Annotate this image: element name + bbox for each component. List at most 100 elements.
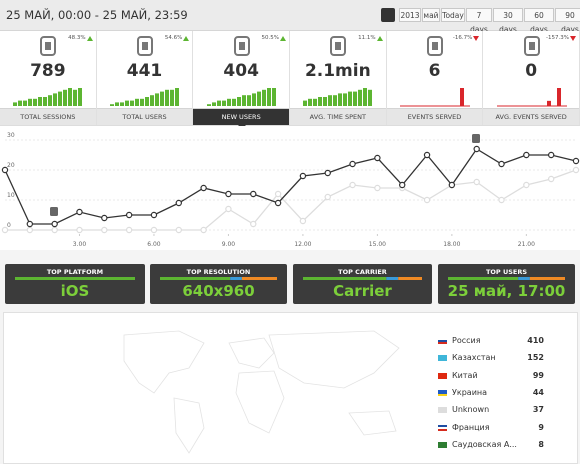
- mini-bar: [546, 100, 551, 106]
- metric-tile[interactable]: 11.1% 2.1min AVG. TIME SPENT: [290, 31, 387, 125]
- annotation-marker: [472, 134, 480, 143]
- flag-stripe: [438, 428, 447, 431]
- flag-stripe: [438, 407, 447, 410]
- top-card: TOP CARRIER Carrier: [293, 264, 432, 304]
- card-value: iOS: [60, 282, 90, 300]
- share-bar: [15, 277, 135, 280]
- country-flag: [438, 424, 447, 431]
- mini-bar: [58, 91, 63, 106]
- country-value: 44: [532, 387, 544, 397]
- mini-bar: [556, 88, 561, 106]
- share-segment: [241, 277, 277, 280]
- share-segment: [386, 277, 399, 280]
- range-button[interactable]: 7 days: [466, 8, 492, 34]
- flag-stripe: [438, 393, 447, 396]
- mini-bar-chart: [303, 88, 373, 106]
- mini-bar: [38, 97, 43, 106]
- mini-bar: [119, 102, 124, 106]
- metric-icon: [426, 36, 443, 56]
- metric-tile[interactable]: 50.5% 404 NEW USERS: [193, 31, 290, 129]
- trend-arrow: [376, 36, 383, 41]
- metric-label: AVG. EVENTS SERVED: [483, 108, 579, 125]
- country-value: 9: [538, 422, 544, 432]
- data-point: [225, 190, 232, 198]
- mini-bar: [154, 93, 159, 106]
- data-point: [250, 220, 257, 228]
- flag-stripe: [438, 445, 447, 448]
- change-percent: 54.6%: [164, 35, 183, 41]
- metric-tile[interactable]: -16.7% 6 EVENTS SERVED: [386, 31, 484, 125]
- metric-label: NEW USERS: [193, 108, 289, 125]
- flag-stripe: [438, 338, 447, 340]
- metric-tile[interactable]: -157.3% 0 AVG. EVENTS SERVED: [483, 31, 580, 125]
- country-name: Франция: [452, 422, 490, 432]
- range-button[interactable]: май: [422, 8, 440, 22]
- icon-shape: [136, 36, 153, 56]
- metric-icon: [233, 36, 250, 56]
- top-card: TOP PLATFORM iOS: [5, 264, 145, 304]
- metric-tiles: 48.3% 789 TOTAL SESSIONS 54.6% 441 TOTAL USER…: [0, 31, 580, 129]
- change-percent: 48.3%: [68, 35, 86, 41]
- share-bar: [160, 277, 277, 280]
- mini-bar: [313, 98, 318, 106]
- card-value: Carrier: [333, 282, 392, 300]
- card-title: TOP PLATFORM: [46, 268, 104, 276]
- data-point: [572, 166, 580, 174]
- icon-shape: [523, 36, 540, 56]
- series-line: [4, 148, 577, 225]
- data-point: [324, 169, 331, 177]
- metric-tile[interactable]: 48.3% 789 TOTAL SESSIONS: [0, 31, 97, 125]
- range-button[interactable]: 2013: [399, 8, 421, 22]
- mini-bar: [159, 91, 164, 106]
- mini-bar: [308, 98, 313, 106]
- top-card: TOP USERS 25 май, 17:00: [438, 264, 575, 304]
- icon-shape: [426, 36, 443, 56]
- metric-tile[interactable]: 54.6% 441 TOTAL USERS: [96, 31, 194, 125]
- series-line: [5, 169, 577, 231]
- metric-icon: [40, 36, 57, 56]
- flag-stripe: [438, 342, 447, 344]
- country-value: 99: [532, 370, 544, 380]
- data-point: [51, 226, 58, 234]
- change-percent: -16.7%: [452, 35, 473, 41]
- flag-stripe: [438, 374, 447, 377]
- mini-bar: [211, 102, 216, 106]
- country-value: 8: [538, 439, 544, 449]
- card-value: 25 май, 17:00: [447, 282, 566, 300]
- mini-bar-chart: [496, 88, 567, 107]
- flag-stripe: [438, 340, 447, 342]
- data-point: [200, 226, 207, 234]
- country-flag: [438, 407, 447, 414]
- mini-bar: [63, 89, 68, 106]
- mini-bar: [318, 97, 323, 106]
- card-title: TOP USERS: [485, 268, 528, 276]
- metric-value: 2.1min: [304, 61, 371, 81]
- mini-bar: [363, 88, 368, 106]
- data-point: [175, 226, 182, 234]
- calendar-button[interactable]: [381, 8, 395, 22]
- line-chart: 0 10 20 30 3.00 6.00 9.00 12.00 15.00 18.00 21.00: [0, 126, 580, 250]
- mini-bar: [358, 89, 363, 106]
- data-point: [299, 217, 307, 225]
- mini-bar: [251, 93, 256, 106]
- mini-bar: [134, 98, 139, 106]
- range-button[interactable]: 90 days: [555, 8, 580, 34]
- data-point: [51, 220, 58, 228]
- country-value: 410: [527, 336, 544, 345]
- flag-stripe: [438, 357, 447, 360]
- share-segment: [160, 277, 231, 280]
- icon-shape: [40, 36, 57, 56]
- mini-bar: [149, 95, 154, 106]
- mini-bar: [73, 89, 78, 106]
- mini-bar: [18, 100, 23, 106]
- trend-triangle: [86, 36, 93, 41]
- range-button[interactable]: 30 days: [493, 8, 523, 34]
- data-point: [1, 226, 9, 234]
- x-tick-label: 18.00: [443, 241, 460, 248]
- range-button[interactable]: 60 days: [524, 8, 554, 34]
- icon-shape: [528, 42, 535, 50]
- range-button[interactable]: Today: [441, 8, 465, 22]
- share-bar: [303, 277, 422, 280]
- trend-triangle: [473, 36, 480, 41]
- data-point: [498, 196, 505, 204]
